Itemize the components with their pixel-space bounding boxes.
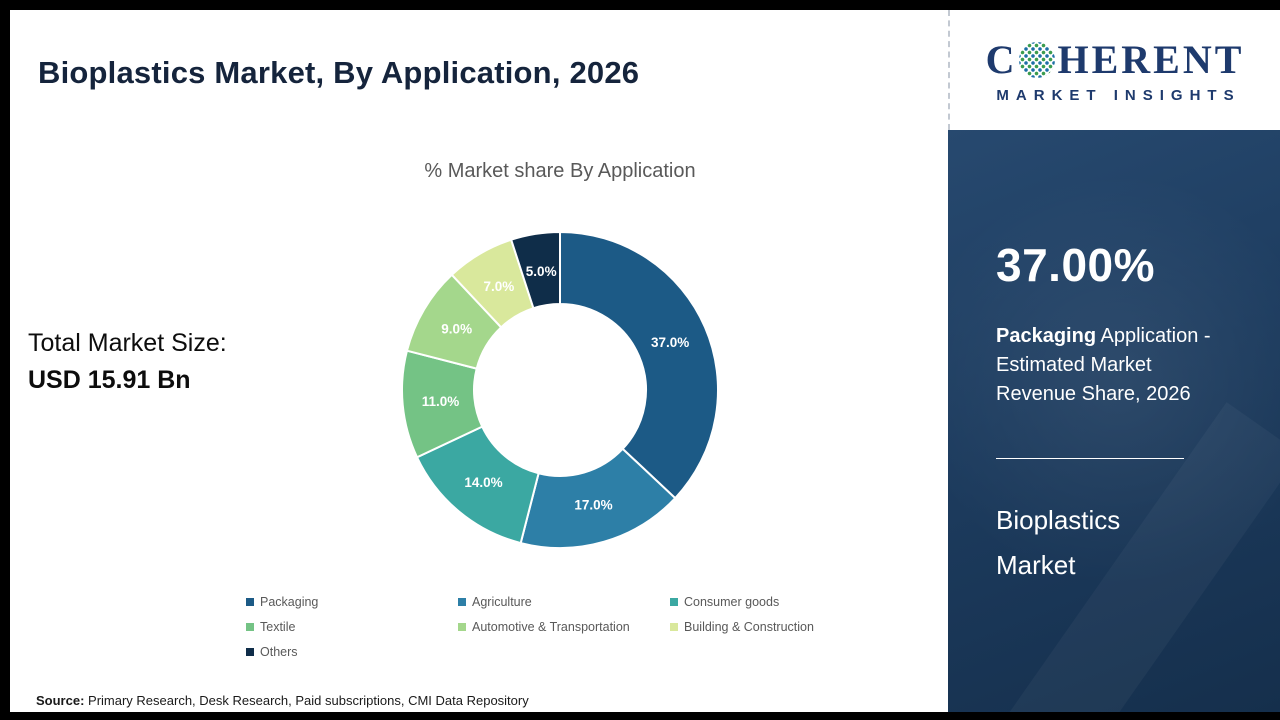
- frame-left-bar: [0, 10, 10, 712]
- logo-subtitle: MARKET INSIGHTS: [996, 87, 1241, 104]
- legend-item-others: Others: [246, 645, 458, 659]
- legend-item-agriculture: Agriculture: [458, 595, 670, 609]
- legend-label: Agriculture: [472, 595, 532, 609]
- chart-title: % Market share By Application: [424, 160, 696, 182]
- legend-marker: [458, 623, 466, 631]
- panel-texture: [948, 170, 1280, 590]
- total-market-size-value: USD 15.91 Bn: [28, 366, 191, 394]
- donut-slice-6: [509, 230, 561, 310]
- logo-text-c: C: [985, 37, 1018, 82]
- highlight-description-bold: Packaging: [996, 325, 1097, 347]
- company-logo: C HERENT: [986, 36, 1245, 83]
- page-title: Bioplastics Market, By Application, 2026: [38, 54, 640, 90]
- legend-item-textile: Textile: [246, 620, 458, 634]
- source-line: Source: Primary Research, Desk Research,…: [36, 693, 529, 708]
- total-market-size-label: Total Market Size:: [28, 329, 227, 357]
- legend-label: Others: [260, 645, 298, 659]
- total-market-size: Total Market Size: USD 15.91 Bn: [28, 326, 227, 400]
- legend-label: Building & Construction: [684, 620, 814, 634]
- legend-label: Textile: [260, 620, 296, 634]
- frame-top-bar: [0, 0, 1280, 10]
- legend-marker: [670, 598, 678, 606]
- legend-marker: [246, 648, 254, 656]
- report-name-line2: Market: [996, 550, 1076, 580]
- logo-text-rest: HERENT: [1057, 37, 1245, 82]
- donut-slice-0: [559, 230, 719, 500]
- highlight-stat: 37.00%: [996, 239, 1156, 291]
- donut-chart-container: 37.0% 17.0% 14.0% 11.0% 9.0% 7.0% 5.0%: [398, 228, 722, 552]
- legend-marker: [670, 623, 678, 631]
- slice-label-6: 5.0%: [526, 264, 557, 279]
- panel-report-name: Bioplastics Market: [996, 498, 1120, 588]
- legend-marker: [246, 623, 254, 631]
- legend-item-packaging: Packaging: [246, 595, 458, 609]
- side-panel: 37.00% Packaging Application - Estimated…: [948, 130, 1280, 712]
- slice-label-5: 7.0%: [484, 279, 515, 294]
- legend-marker: [246, 598, 254, 606]
- slice-label-2: 14.0%: [464, 475, 502, 490]
- highlight-description-rest: Application - Estimated Market Revenue S…: [996, 325, 1211, 405]
- legend-item-automotive-transportation: Automotive & Transportation: [458, 620, 670, 634]
- legend-item-building-construction: Building & Construction: [670, 620, 906, 634]
- logo-dotted-o-icon: [1019, 41, 1056, 78]
- slice-label-4: 9.0%: [441, 321, 472, 336]
- source-label: Source:: [36, 693, 85, 708]
- legend-label: Automotive & Transportation: [472, 620, 630, 634]
- legend-label: Packaging: [260, 595, 319, 609]
- slice-label-1: 17.0%: [574, 498, 612, 513]
- logo-area: C HERENT MARKET INSIGHTS: [948, 10, 1280, 130]
- slice-label-0: 37.0%: [651, 335, 689, 350]
- report-name-line1: Bioplastics: [996, 505, 1121, 535]
- source-text: Primary Research, Desk Research, Paid su…: [84, 693, 529, 708]
- legend-item-consumer-goods: Consumer goods: [670, 595, 906, 609]
- donut-chart: 37.0% 17.0% 14.0% 11.0% 9.0% 7.0% 5.0%: [400, 230, 719, 550]
- frame-bottom-bar: [0, 712, 1280, 720]
- legend-label: Consumer goods: [684, 595, 780, 609]
- panel-divider: [996, 458, 1184, 459]
- highlight-description: Packaging Application - Estimated Market…: [996, 322, 1232, 409]
- legend-marker: [458, 598, 466, 606]
- slice-label-3: 11.0%: [422, 394, 460, 409]
- donut-slice-1: [519, 447, 677, 550]
- chart-legend: Packaging Agriculture Consumer goods Tex…: [246, 595, 906, 659]
